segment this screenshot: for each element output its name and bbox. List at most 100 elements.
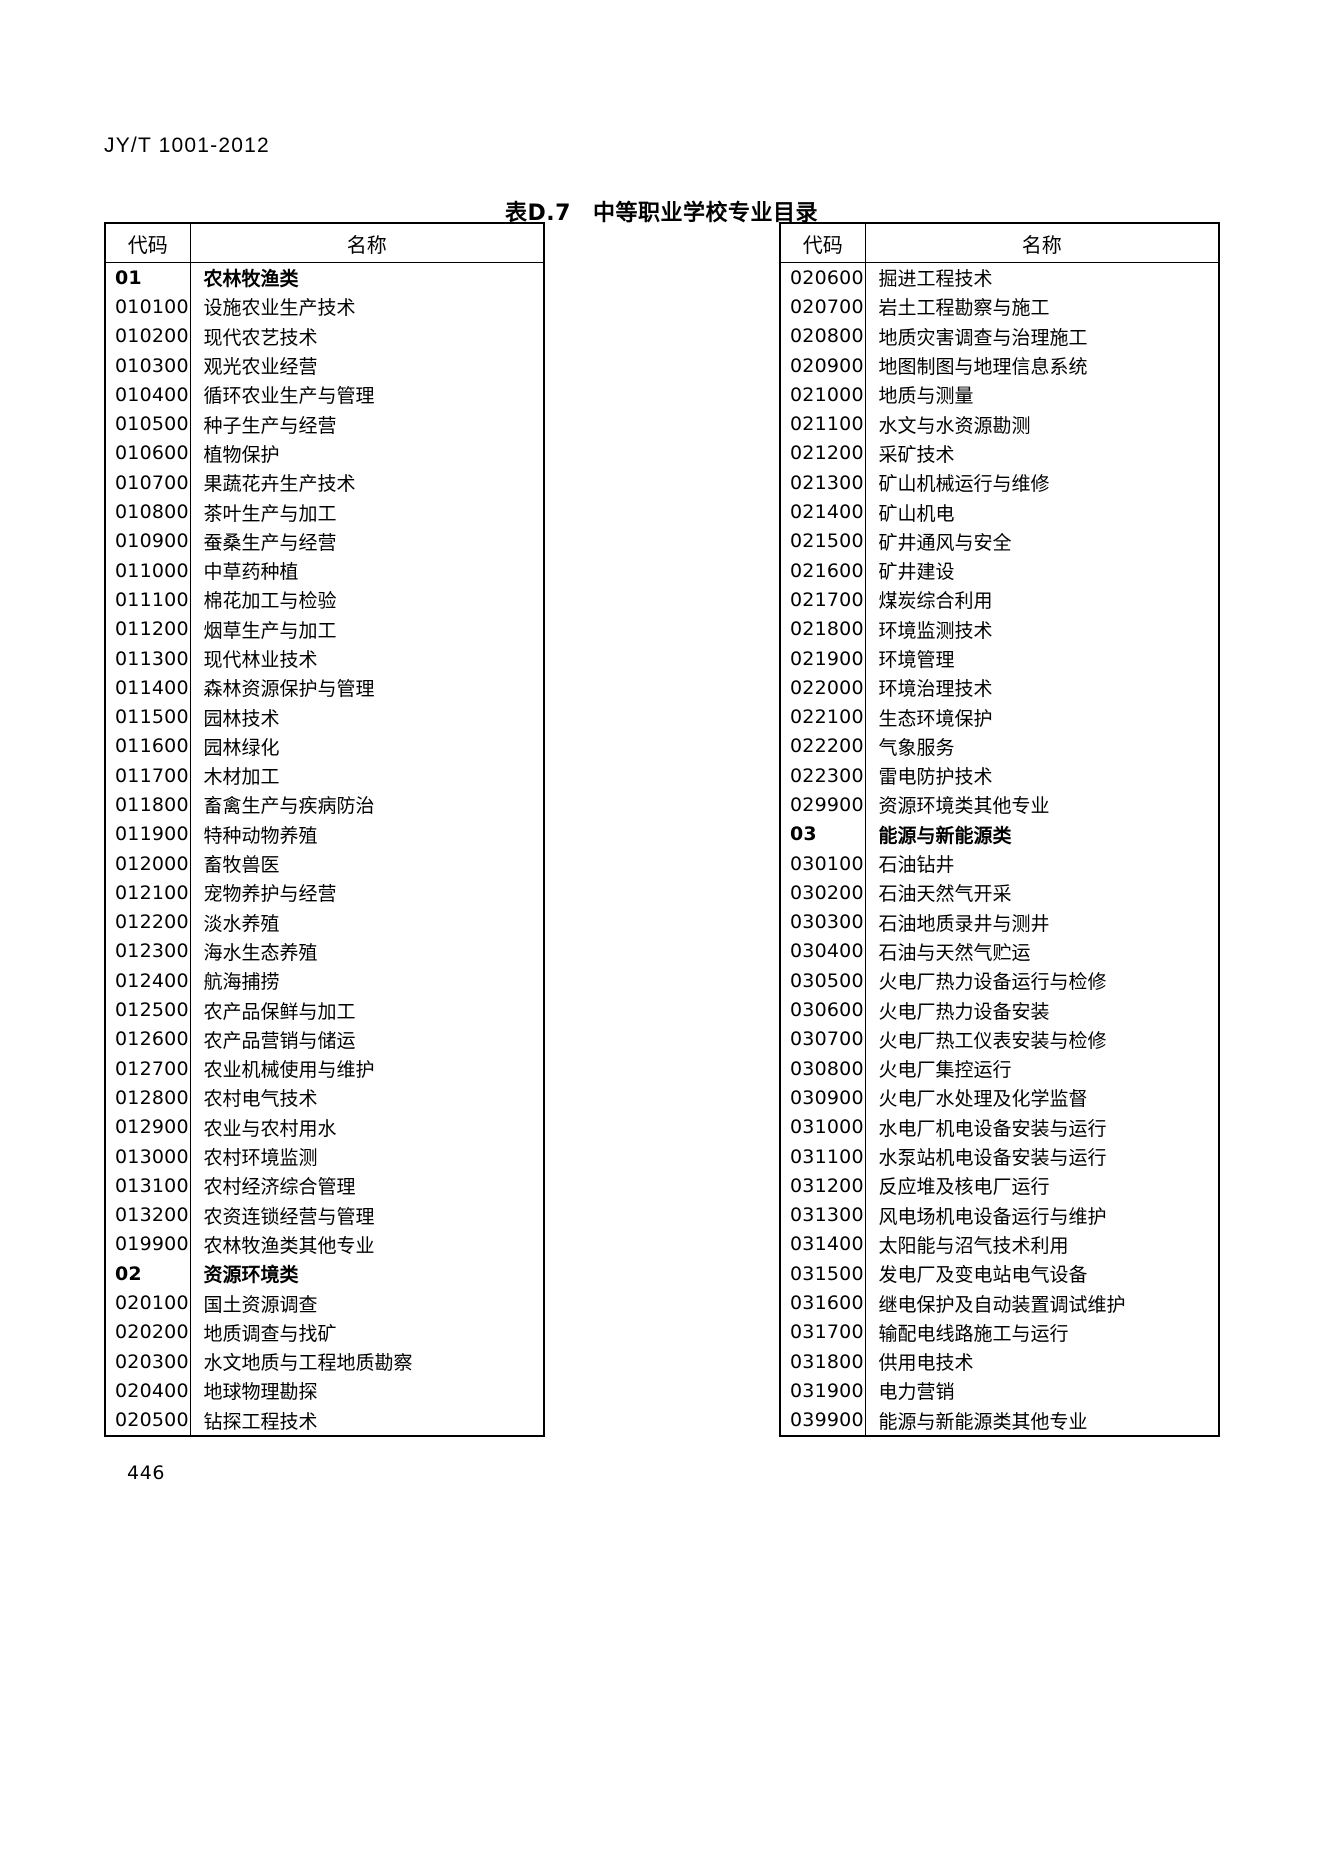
cell-code: 031400 (779, 1229, 866, 1260)
cell-code: 021400 (779, 497, 866, 527)
cell-code: 010400 (104, 380, 191, 410)
cell-name: 供用电技术 (865, 1346, 1220, 1377)
cell-code: 010900 (104, 526, 191, 556)
cell-name: 地图制图与地理信息系统 (865, 350, 1220, 381)
cell-name: 继电保护及自动装置调试维护 (865, 1288, 1220, 1318)
cell-code: 030700 (779, 1024, 866, 1055)
table-row: 030800 火电厂集控运行 (779, 1054, 1220, 1084)
column-header-name: 名称 (190, 222, 545, 263)
table-row: 020500 钻探工程技术 (104, 1405, 545, 1437)
table-row: 021300 矿山机械运行与维修 (779, 468, 1220, 498)
table-row: 012000 畜牧兽医 (104, 848, 545, 879)
table-row: 039900 能源与新能源类其他专业 (779, 1405, 1220, 1437)
table-row-group: 02 资源环境类 (104, 1259, 545, 1289)
cell-name: 畜牧兽医 (190, 848, 545, 879)
cell-name: 农产品营销与储运 (190, 1024, 545, 1055)
cell-name: 植物保护 (190, 438, 545, 469)
table-row: 010800 茶叶生产与加工 (104, 497, 545, 527)
table-row: 031400 太阳能与沼气技术利用 (779, 1229, 1220, 1260)
cell-name: 种子生产与经营 (190, 409, 545, 439)
table-row: 020900 地图制图与地理信息系统 (779, 350, 1220, 381)
cell-code: 011800 (104, 790, 191, 820)
table-row: 011400 森林资源保护与管理 (104, 673, 545, 703)
catalog-table-left-body: 01 农林牧渔类 010100 设施农业生产技术 010200 现代农艺技术 010300 观… (104, 262, 545, 1437)
cell-name: 采矿技术 (865, 438, 1220, 469)
cell-name: 火电厂水处理及化学监督 (865, 1083, 1220, 1113)
cell-code: 02 (104, 1259, 191, 1289)
cell-name: 畜禽生产与疾病防治 (190, 790, 545, 820)
table-row: 031800 供用电技术 (779, 1346, 1220, 1377)
table-row: 021600 矿井建设 (779, 555, 1220, 586)
table-row: 020200 地质调查与找矿 (104, 1317, 545, 1347)
table-row: 013200 农资连锁经营与管理 (104, 1200, 545, 1230)
cell-code: 031000 (779, 1112, 866, 1142)
cell-code: 012500 (104, 995, 191, 1025)
cell-name: 国土资源调查 (190, 1288, 545, 1318)
cell-code: 022000 (779, 673, 866, 703)
cell-name: 观光农业经营 (190, 350, 545, 381)
table-row: 031700 输配电线路施工与运行 (779, 1317, 1220, 1347)
cell-name: 农林牧渔类 (190, 262, 545, 293)
cell-code: 020900 (779, 350, 866, 381)
cell-name: 农村环境监测 (190, 1141, 545, 1172)
cell-name: 资源环境类其他专业 (865, 790, 1220, 820)
table-row: 022000 环境治理技术 (779, 673, 1220, 703)
cell-code: 012800 (104, 1083, 191, 1113)
cell-code: 021000 (779, 380, 866, 410)
cell-name: 雷电防护技术 (865, 761, 1220, 791)
cell-name: 水电厂机电设备安装与运行 (865, 1112, 1220, 1142)
table-row: 011300 现代林业技术 (104, 643, 545, 674)
cell-name: 矿井建设 (865, 555, 1220, 586)
table-row: 031900 电力营销 (779, 1376, 1220, 1406)
cell-code: 021300 (779, 468, 866, 498)
cell-code: 011200 (104, 614, 191, 644)
table-row: 012700 农业机械使用与维护 (104, 1054, 545, 1084)
cell-name: 水文地质与工程地质勘察 (190, 1346, 545, 1377)
table-row: 012300 海水生态养殖 (104, 936, 545, 967)
catalog-table-left: 代码 名称 01 农林牧渔类 010100 设施农业生产技术 010200 现代农艺技术 0… (104, 222, 545, 1437)
cell-code: 012600 (104, 1024, 191, 1055)
cell-name: 矿山机电 (865, 497, 1220, 527)
cell-code: 013100 (104, 1171, 191, 1201)
table-row: 031500 发电厂及变电站电气设备 (779, 1259, 1220, 1289)
table-row: 011600 园林绿化 (104, 731, 545, 762)
table-row-group: 03 能源与新能源类 (779, 819, 1220, 849)
cell-name: 气象服务 (865, 731, 1220, 762)
cell-code: 012400 (104, 966, 191, 996)
cell-name: 火电厂热力设备安装 (865, 995, 1220, 1025)
cell-code: 021700 (779, 585, 866, 615)
cell-name: 钻探工程技术 (190, 1405, 545, 1437)
cell-name: 火电厂热工仪表安装与检修 (865, 1024, 1220, 1055)
cell-name: 环境治理技术 (865, 673, 1220, 703)
cell-code: 030500 (779, 966, 866, 996)
cell-name: 环境监测技术 (865, 614, 1220, 644)
cell-code: 021800 (779, 614, 866, 644)
table-row: 010300 观光农业经营 (104, 350, 545, 381)
cell-code: 031200 (779, 1171, 866, 1201)
cell-name: 蚕桑生产与经营 (190, 526, 545, 556)
table-row: 022100 生态环境保护 (779, 702, 1220, 732)
cell-code: 011900 (104, 819, 191, 849)
cell-name: 生态环境保护 (865, 702, 1220, 732)
table-row: 021500 矿井通风与安全 (779, 526, 1220, 556)
cell-code: 01 (104, 262, 191, 293)
catalog-table-right-body: 020600 掘进工程技术 020700 岩土工程勘察与施工 020800 地质灾害调查与… (779, 262, 1220, 1437)
cell-name: 园林技术 (190, 702, 545, 732)
running-head: JY/T 1001-2012 (104, 134, 270, 157)
table-row: 012500 农产品保鲜与加工 (104, 995, 545, 1025)
table-row: 021800 环境监测技术 (779, 614, 1220, 644)
cell-name: 输配电线路施工与运行 (865, 1317, 1220, 1347)
table-row: 012600 农产品营销与储运 (104, 1024, 545, 1055)
table-row: 021700 煤炭综合利用 (779, 585, 1220, 615)
cell-code: 010700 (104, 468, 191, 498)
cell-name: 园林绿化 (190, 731, 545, 762)
cell-code: 011500 (104, 702, 191, 732)
cell-name: 矿井通风与安全 (865, 526, 1220, 556)
cell-code: 010600 (104, 438, 191, 469)
cell-code: 010800 (104, 497, 191, 527)
table-row: 011700 木材加工 (104, 761, 545, 791)
table-row: 030900 火电厂水处理及化学监督 (779, 1083, 1220, 1113)
table-row: 012800 农村电气技术 (104, 1083, 545, 1113)
cell-name: 地球物理勘探 (190, 1376, 545, 1406)
table-row: 031300 风电场机电设备运行与维护 (779, 1200, 1220, 1230)
